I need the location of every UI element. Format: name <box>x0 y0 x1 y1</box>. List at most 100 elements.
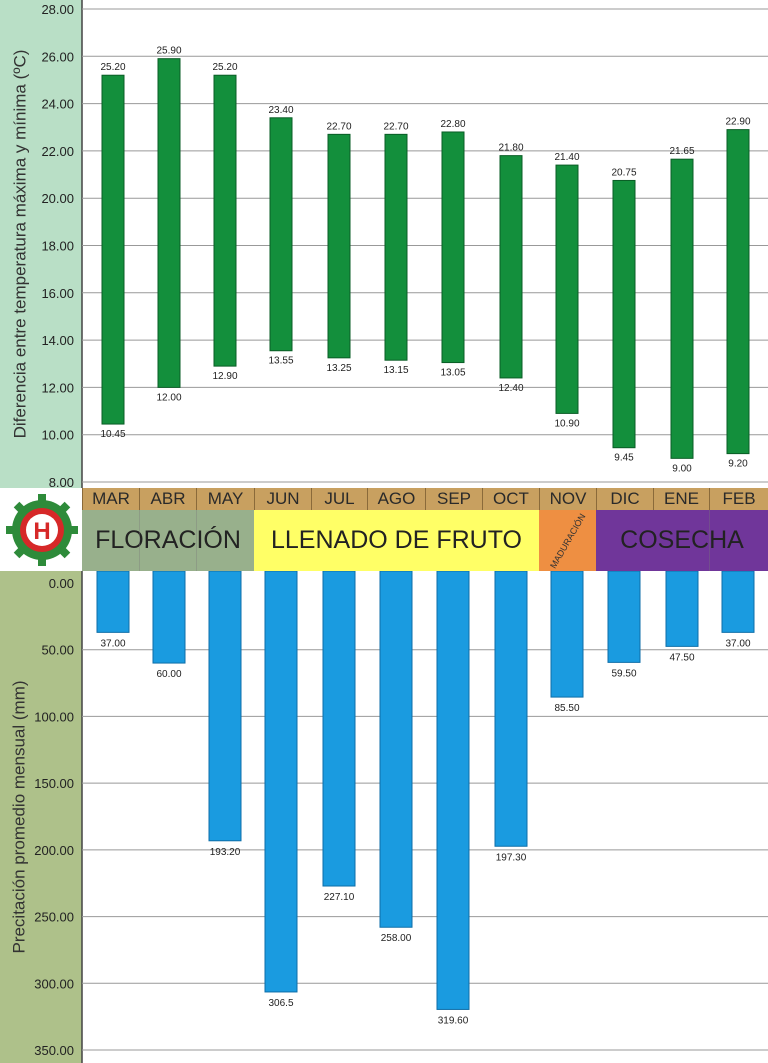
month-label: AGO <box>367 488 425 510</box>
temperature-bar <box>327 133 351 359</box>
y-tick-label: 250.00 <box>34 910 74 925</box>
phase-label: COSECHA <box>596 510 768 571</box>
precipitation-bar <box>436 571 470 1010</box>
y-tick-label: 18.00 <box>41 239 74 254</box>
precipitation-bar <box>607 571 641 663</box>
phase-divider <box>709 510 710 571</box>
max-value-label: 21.40 <box>554 152 579 163</box>
logo-gear-icon: H <box>6 494 78 566</box>
precipitation-value-label: 319.60 <box>438 1015 469 1026</box>
phase-label: FLORACIÓN <box>82 510 254 571</box>
month-label: JUN <box>254 488 311 510</box>
temperature-bar <box>384 133 408 361</box>
precipitation-value-label: 37.00 <box>725 638 750 649</box>
month-label: OCT <box>482 488 539 510</box>
y-tick-label: 0.00 <box>49 576 74 591</box>
precipitation-value-label: 60.00 <box>156 669 181 680</box>
precipitation-bar <box>379 571 413 928</box>
precipitation-value-label: 306.5 <box>268 998 293 1009</box>
precipitation-bar <box>665 571 699 647</box>
temperature-bar <box>269 117 293 352</box>
precipitation-value-label: 85.50 <box>554 703 579 714</box>
temperature-range-chart: 8.00 10.00 12.00 14.00 16.00 18.00 20.00 22.00 2… <box>41 0 768 488</box>
precipitation-chart: 0.00 50.00 100.00 150.00 200.00 250.00 300.00 3… <box>34 571 768 1063</box>
precipitation-bar <box>322 571 356 887</box>
max-value-label: 21.80 <box>498 143 523 154</box>
month-label: DIC <box>596 488 653 510</box>
month-label: NOV <box>539 488 596 510</box>
y-tick-label: 16.00 <box>41 286 74 301</box>
phase-label: LLENADO DE FRUTO <box>254 510 539 571</box>
month-label: MAY <box>196 488 254 510</box>
y-tick-label: 14.00 <box>41 333 74 348</box>
min-value-label: 12.40 <box>498 383 523 394</box>
y-tick-label: 20.00 <box>41 191 74 206</box>
precipitation-bar <box>494 571 528 847</box>
month-label: FEB <box>709 488 768 510</box>
min-value-label: 13.15 <box>383 365 408 376</box>
max-value-label: 20.75 <box>611 167 636 178</box>
y-tick-label: 300.00 <box>34 976 74 991</box>
precipitation-value-label: 47.50 <box>669 652 694 663</box>
precipitation-value-label: 59.50 <box>611 668 636 679</box>
precipitation-value-label: 37.00 <box>100 638 125 649</box>
svg-text:H: H <box>33 518 50 545</box>
precipitation-bar <box>96 571 130 633</box>
top-axis-panel <box>0 0 82 488</box>
y-tick-label: 24.00 <box>41 97 74 112</box>
min-value-label: 12.00 <box>156 392 181 403</box>
min-value-label: 12.90 <box>212 371 237 382</box>
min-value-label: 10.90 <box>554 418 579 429</box>
month-label: SEP <box>425 488 482 510</box>
y-tick-label: 150.00 <box>34 776 74 791</box>
temperature-bar <box>101 74 125 425</box>
precipitation-value-label: 227.10 <box>324 892 355 903</box>
precipitation-value-label: 197.30 <box>496 852 527 863</box>
temperature-bar <box>157 58 181 388</box>
max-value-label: 25.20 <box>100 62 125 73</box>
min-value-label: 9.00 <box>672 463 692 474</box>
min-value-label: 13.25 <box>326 363 351 374</box>
bottom-axis-panel <box>0 571 82 1063</box>
y-tick-label: 26.00 <box>41 49 74 64</box>
phase-label: MADURACIÓN <box>539 510 596 571</box>
precipitation-bar <box>550 571 584 698</box>
temperature-bar <box>726 129 750 455</box>
max-value-label: 22.90 <box>725 117 750 128</box>
month-label: ABR <box>139 488 196 510</box>
temperature-bar <box>213 74 237 367</box>
precipitation-bar <box>264 571 298 993</box>
y-tick-label: 12.00 <box>41 380 74 395</box>
precipitation-bar <box>208 571 242 842</box>
precipitation-bar <box>721 571 755 633</box>
y-tick-label: 200.00 <box>34 843 74 858</box>
max-value-label: 21.65 <box>669 146 694 157</box>
phase-divider <box>196 510 197 571</box>
y-tick-label: 100.00 <box>34 709 74 724</box>
max-value-label: 23.40 <box>268 105 293 116</box>
y-tick-label: 350.00 <box>34 1043 74 1058</box>
y-tick-label: 22.00 <box>41 144 74 159</box>
y-tick-label: 28.00 <box>41 2 74 17</box>
temperature-bar <box>499 155 523 379</box>
max-value-label: 22.70 <box>383 121 408 132</box>
temperature-bar <box>555 164 579 414</box>
min-value-label: 9.45 <box>614 453 634 464</box>
precipitation-value-label: 258.00 <box>381 933 412 944</box>
precipitation-value-label: 193.20 <box>210 847 241 858</box>
month-label: JUL <box>311 488 367 510</box>
max-value-label: 25.20 <box>212 62 237 73</box>
min-value-label: 9.20 <box>728 459 748 470</box>
month-label: MAR <box>82 488 139 510</box>
temperature-bar <box>670 158 694 459</box>
min-value-label: 13.05 <box>440 368 465 379</box>
temperature-bar <box>612 179 636 449</box>
y-tick-label: 50.00 <box>41 643 74 658</box>
temperature-bar <box>441 131 465 364</box>
max-value-label: 22.80 <box>440 119 465 130</box>
phase-divider <box>139 510 140 571</box>
min-value-label: 13.55 <box>268 356 293 367</box>
min-value-label: 10.45 <box>100 429 125 440</box>
y-tick-label: 8.00 <box>49 475 74 488</box>
y-tick-label: 10.00 <box>41 428 74 443</box>
